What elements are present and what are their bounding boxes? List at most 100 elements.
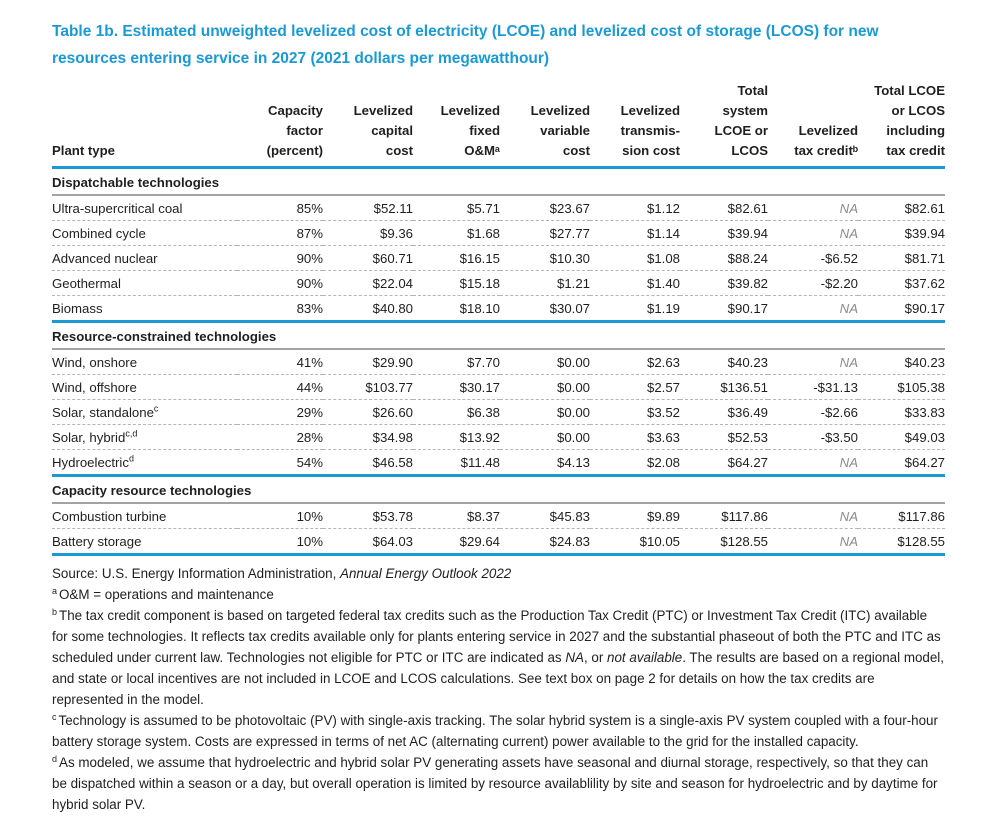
column-header-total-system-lcoe: Total system LCOE or LCOS <box>714 83 768 158</box>
value-cell: $15.18 <box>459 276 500 291</box>
plant-type-cell: Wind, onshore <box>52 355 138 370</box>
footnote: b The tax credit component is based on ta… <box>52 605 945 710</box>
footnote: d As modeled, we assume that hydroelectri… <box>52 752 945 815</box>
value-cell: $23.67 <box>549 201 590 216</box>
value-cell: NA <box>839 355 858 370</box>
value-cell: $1.19 <box>646 301 680 316</box>
value-cell: $22.04 <box>372 276 413 291</box>
value-cell: $5.71 <box>466 201 500 216</box>
plant-type-cell: Solar, hybridc,d <box>52 428 138 445</box>
value-cell: $1.68 <box>466 226 500 241</box>
value-cell: $24.83 <box>549 534 590 549</box>
table-row: Hydroelectricd 54% $46.58 $11.48 $4.13 $2.08 $… <box>52 450 945 476</box>
table-row: Combined cycle 87% $9.36 $1.68 $27.77 $1.14 $3… <box>52 221 945 246</box>
value-cell: $27.77 <box>549 226 590 241</box>
table-row: Geothermal 90% $22.04 $15.18 $1.21 $1.40 $39.8… <box>52 271 945 296</box>
value-cell: $36.49 <box>727 405 768 420</box>
table-row: Wind, onshore 41% $29.90 $7.70 $0.00 $2.63 $40… <box>52 349 945 375</box>
plant-type-cell: Battery storage <box>52 534 142 549</box>
footnote-marker: d <box>52 753 58 764</box>
header-row: Plant type Capacity factor (percent) Lev… <box>52 81 945 168</box>
value-cell: $64.27 <box>904 455 945 470</box>
value-cell: $7.70 <box>466 355 500 370</box>
value-cell: $40.23 <box>727 355 768 370</box>
value-cell: $10.30 <box>549 251 590 266</box>
value-cell: NA <box>839 226 858 241</box>
table-row: Wind, offshore 44% $103.77 $30.17 $0.00 $2.57… <box>52 375 945 400</box>
value-cell: $18.10 <box>459 301 500 316</box>
value-cell: $90.17 <box>727 301 768 316</box>
section-header-row: Capacity resource technologies <box>52 475 945 504</box>
footnote-text: . The results are based on a regional mo… <box>52 650 945 707</box>
column-header-levelized-transmission-cost: Levelized transmis- sion cost <box>620 103 680 158</box>
value-cell: $52.53 <box>727 430 768 445</box>
lcoe-table: Plant type Capacity factor (percent) Lev… <box>52 81 945 556</box>
column-header-levelized-capital-cost: Levelized capital cost <box>353 103 413 158</box>
value-cell: $82.61 <box>904 201 945 216</box>
value-cell: $117.86 <box>721 509 768 524</box>
value-cell: -$31.13 <box>813 380 858 395</box>
value-cell: -$6.52 <box>820 251 858 266</box>
value-cell: $26.60 <box>372 405 413 420</box>
value-cell: NA <box>839 301 858 316</box>
value-cell: $90.17 <box>904 301 945 316</box>
value-cell: 87% <box>296 226 323 241</box>
value-cell: 44% <box>296 380 323 395</box>
table-row: Ultra-supercritical coal 85% $52.11 $5.71 $2… <box>52 195 945 221</box>
value-cell: 28% <box>296 430 323 445</box>
value-cell: $13.92 <box>459 430 500 445</box>
footnote-marker: c,d <box>125 428 138 439</box>
value-cell: -$3.50 <box>820 430 858 445</box>
table-row: Advanced nuclear 90% $60.71 $16.15 $10.30 $1.… <box>52 246 945 271</box>
value-cell: -$2.66 <box>820 405 858 420</box>
footnote-text: , or <box>583 650 608 665</box>
value-cell: $88.24 <box>727 251 768 266</box>
value-cell: $9.36 <box>379 226 413 241</box>
footnote-marker: b <box>52 606 58 617</box>
footnote-text: O&M = operations and maintenance <box>59 587 274 602</box>
value-cell: $2.57 <box>646 380 680 395</box>
value-cell: $4.13 <box>556 455 590 470</box>
value-cell: $82.61 <box>727 201 768 216</box>
value-cell: $3.63 <box>646 430 680 445</box>
plant-type-cell: Wind, offshore <box>52 380 137 395</box>
value-cell: $1.12 <box>646 201 680 216</box>
value-cell: 83% <box>296 301 323 316</box>
value-cell: $29.64 <box>459 534 500 549</box>
value-cell: $49.03 <box>904 430 945 445</box>
value-cell: $30.07 <box>549 301 590 316</box>
value-cell: 54% <box>296 455 323 470</box>
value-cell: $117.86 <box>898 509 945 524</box>
source-publication: Annual Energy Outlook 2022 <box>340 566 512 581</box>
table-row: Combustion turbine 10% $53.78 $8.37 $45.83 $9… <box>52 503 945 529</box>
value-cell: $0.00 <box>556 355 590 370</box>
value-cell: $39.94 <box>904 226 945 241</box>
value-cell: $60.71 <box>372 251 413 266</box>
section-header-label: Dispatchable technologies <box>52 167 945 196</box>
value-cell: $40.23 <box>904 355 945 370</box>
value-cell: $39.82 <box>727 276 768 291</box>
value-cell: $64.27 <box>727 455 768 470</box>
section-header-row: Dispatchable technologies <box>52 167 945 196</box>
plant-type-cell: Combined cycle <box>52 226 146 241</box>
value-cell: 10% <box>296 534 323 549</box>
value-cell: NA <box>839 509 858 524</box>
table-row: Solar, hybridc,d 28% $34.98 $13.92 $0.00 $3.6… <box>52 425 945 450</box>
value-cell: $2.63 <box>646 355 680 370</box>
source-line: Source: U.S. Energy Information Administ… <box>52 563 945 584</box>
column-header-levelized-tax-credit: Levelized tax creditᵇ <box>794 123 858 158</box>
source-text: Source: U.S. Energy Information Administ… <box>52 566 341 581</box>
value-cell: $33.83 <box>904 405 945 420</box>
footnote-marker: c <box>52 711 57 722</box>
value-cell: $37.62 <box>904 276 945 291</box>
table-row: Biomass 83% $40.80 $18.10 $30.07 $1.19 $90.17 N… <box>52 296 945 322</box>
value-cell: 41% <box>296 355 323 370</box>
value-cell: $2.08 <box>646 455 680 470</box>
value-cell: $136.51 <box>720 380 768 395</box>
value-cell: NA <box>839 455 858 470</box>
value-cell: $34.98 <box>372 430 413 445</box>
value-cell: $52.11 <box>373 201 413 216</box>
value-cell: $64.03 <box>372 534 413 549</box>
value-cell: $0.00 <box>556 405 590 420</box>
column-header-levelized-variable-cost: Levelized variable cost <box>530 103 590 158</box>
